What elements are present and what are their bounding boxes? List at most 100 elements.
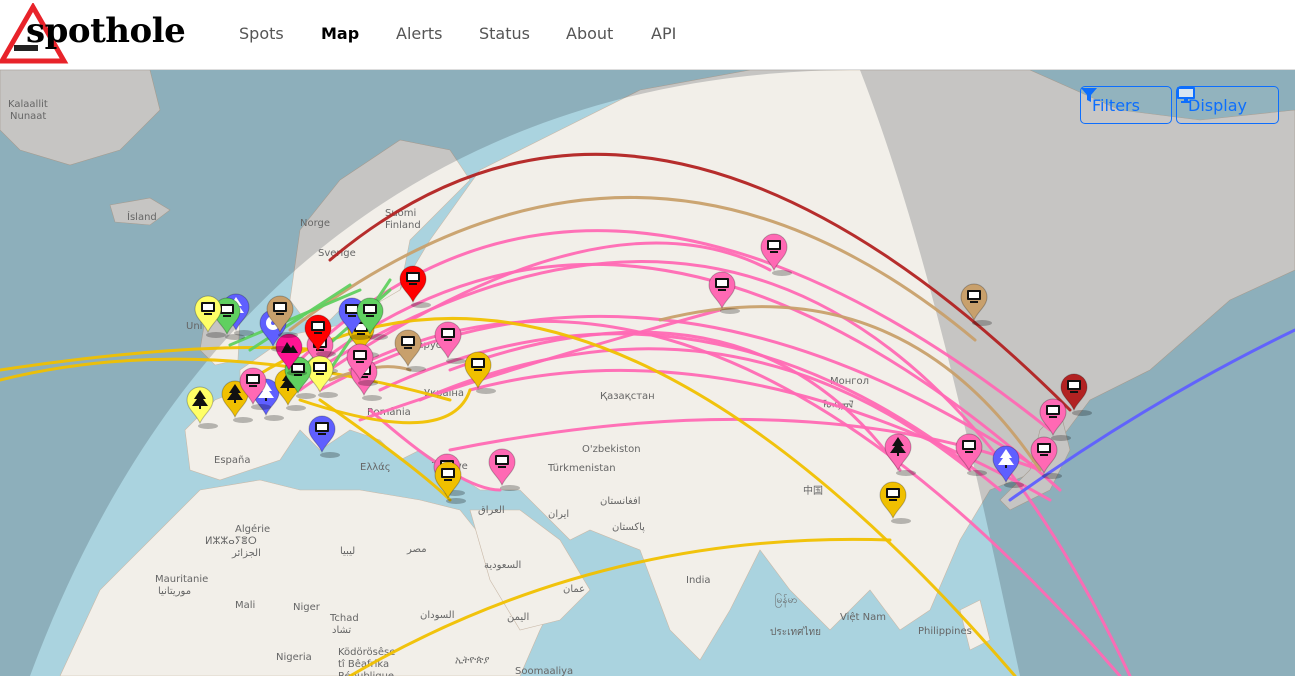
monitor-icon (353, 350, 367, 363)
spot-marker[interactable] (194, 295, 226, 338)
map-label: España (214, 455, 250, 466)
map-label: Tchad (329, 613, 359, 624)
spot-arc (0, 357, 452, 402)
nav-map[interactable]: Map (321, 24, 360, 43)
spot-marker[interactable] (346, 343, 378, 386)
nav-spots[interactable]: Spots (239, 24, 284, 43)
map-label: Suomi (385, 208, 416, 219)
spot-marker[interactable] (239, 367, 271, 410)
monitor-icon (311, 321, 325, 334)
map-label: العراق (478, 505, 505, 516)
map[interactable]: Kalaallit Nunaat Ísland Norge Sverige Suomi Fi… (0, 70, 1295, 676)
spot-arc (1008, 328, 1295, 502)
map-label: اليمن (507, 612, 529, 623)
monitor-icon (406, 272, 420, 285)
spot-marker[interactable] (884, 433, 916, 476)
spot-arc (248, 317, 1017, 676)
map-label: République (338, 670, 394, 676)
spot-marker[interactable] (394, 329, 426, 372)
spot-marker[interactable] (960, 283, 992, 326)
monitor-icon (291, 363, 305, 376)
map-label: Türkmenistan (547, 463, 616, 474)
map-label: Soomaaliya (515, 666, 573, 676)
nav-api[interactable]: API (651, 24, 677, 43)
monitor-icon (315, 422, 329, 435)
map-label: پاکستان (612, 522, 645, 533)
spot-arc (658, 305, 1042, 472)
spot-marker[interactable] (434, 321, 466, 364)
spot-arc (358, 308, 722, 422)
spot-marker[interactable] (284, 356, 316, 399)
tree-icon (258, 382, 274, 401)
monitor-icon (886, 488, 900, 501)
nav-alerts[interactable]: Alerts (396, 24, 443, 43)
greenland (0, 70, 161, 166)
map-label: ประเทศไทย (770, 626, 821, 638)
spot-marker[interactable] (275, 333, 307, 376)
monitor-icon (363, 304, 377, 317)
spot-marker[interactable] (1030, 436, 1062, 479)
map-label: Україна (424, 388, 464, 399)
map-label: Mali (235, 600, 255, 611)
spot-markers[interactable] (186, 233, 1092, 524)
monitor-icon (441, 468, 455, 481)
monitor-icon (345, 304, 359, 317)
spot-marker[interactable] (992, 445, 1024, 488)
spot-arc (318, 398, 452, 502)
spot-marker[interactable] (1039, 398, 1071, 441)
map-label: Монгол (830, 376, 869, 387)
monitor-icon (273, 302, 287, 315)
night-shade (0, 70, 1295, 676)
monitor-icon (246, 374, 260, 387)
nav-status[interactable]: Status (479, 24, 530, 43)
filters-button[interactable]: Filters (1080, 86, 1172, 124)
spot-marker[interactable] (1060, 373, 1092, 416)
spot-marker[interactable] (306, 355, 338, 398)
tree-icon (890, 437, 906, 456)
spot-marker[interactable] (879, 481, 911, 524)
spot-marker[interactable] (221, 380, 253, 423)
monitor-icon (715, 278, 729, 291)
monitor-icon (313, 362, 327, 375)
map-label: تشاد (332, 625, 351, 636)
warning-triangle-icon (0, 1, 69, 64)
map-label: Việt Nam (840, 611, 886, 623)
tree-icon (998, 449, 1014, 468)
map-label: မြန်မာ (775, 592, 797, 608)
nav-about[interactable]: About (566, 24, 614, 43)
map-canvas[interactable]: KalaallitNunaatÍslandNorgeSverigeSuomiFi… (0, 70, 1295, 676)
spot-arc (298, 260, 1132, 676)
tree-icon (280, 372, 296, 391)
spot-marker[interactable] (464, 351, 496, 394)
map-label: افغانستان (600, 496, 641, 507)
map-label: Mauritanie (155, 574, 208, 585)
spot-marker[interactable] (488, 448, 520, 491)
spot-marker[interactable] (266, 295, 298, 338)
monitor-icon (962, 440, 976, 453)
spot-marker[interactable] (399, 265, 431, 308)
spot-marker[interactable] (304, 314, 336, 357)
spot-marker[interactable] (308, 415, 340, 458)
arabia (469, 509, 591, 631)
map-label: السعودية (484, 560, 521, 571)
spot-marker[interactable] (356, 297, 388, 340)
spot-marker[interactable] (708, 271, 740, 314)
map-label: Philippines (918, 626, 972, 637)
iceland (109, 197, 171, 226)
map-label: Niger (293, 602, 321, 613)
map-label: Nigeria (276, 652, 312, 663)
spot-arc (228, 288, 362, 347)
spot-marker[interactable] (955, 433, 987, 476)
monitor-icon (967, 290, 981, 303)
spot-arc (418, 347, 972, 472)
monitor-icon (220, 304, 234, 317)
filter-icon (1081, 88, 1097, 102)
display-button[interactable]: Display (1176, 86, 1279, 124)
spot-arc (298, 241, 772, 392)
logo[interactable]: spothole (0, 1, 200, 65)
spot-marker[interactable] (760, 233, 792, 276)
spot-marker[interactable] (186, 386, 218, 429)
spot-marker[interactable] (434, 461, 466, 504)
brand-name: spothole (26, 11, 186, 51)
map-label: ኢትዮጵያ (455, 655, 489, 666)
